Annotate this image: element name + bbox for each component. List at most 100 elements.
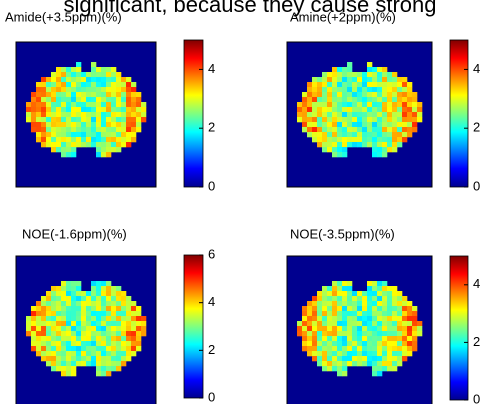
image-pixel	[141, 326, 147, 332]
image-pixel	[111, 112, 117, 118]
image-frame	[286, 255, 433, 404]
image-pixel	[347, 361, 353, 367]
image-pixel	[66, 87, 72, 93]
image-pixel	[121, 77, 127, 83]
image-pixel	[352, 321, 358, 327]
image-pixel	[141, 316, 147, 322]
image-pixel	[76, 336, 82, 342]
image-pixel	[372, 97, 378, 103]
image-pixel	[417, 321, 423, 327]
image-pixel	[332, 87, 338, 93]
image-pixel	[91, 122, 97, 128]
image-pixel	[81, 137, 87, 143]
image-pixel	[377, 361, 383, 367]
image-pixel	[342, 366, 348, 372]
image-pixel	[41, 77, 47, 83]
image-pixel	[332, 132, 338, 138]
image-pixel	[131, 301, 137, 307]
image-pixel	[61, 366, 67, 372]
image-pixel	[322, 142, 328, 148]
image-pixel	[91, 67, 97, 73]
image-pixel	[101, 122, 107, 128]
image-pixel	[106, 152, 112, 158]
image-pixel	[101, 87, 107, 93]
image-pixel	[317, 117, 323, 123]
image-pixel	[36, 102, 42, 108]
image-pixel	[407, 122, 413, 128]
image-pixel	[101, 336, 107, 342]
image-pixel	[392, 346, 398, 352]
image-pixel	[126, 137, 132, 143]
image-pixel	[51, 92, 57, 98]
image-pixel	[61, 361, 67, 367]
image-pixel	[86, 77, 92, 83]
image-pixel	[357, 341, 363, 347]
image-pixel	[412, 117, 418, 123]
image-pixel	[322, 361, 328, 367]
image-pixel	[101, 142, 107, 148]
image-pixel	[31, 311, 37, 317]
image-pixel	[372, 301, 378, 307]
image-pixel	[81, 306, 87, 312]
image-pixel	[106, 366, 112, 372]
image-pixel	[382, 346, 388, 352]
image-pixel	[332, 107, 338, 113]
image-pixel	[362, 351, 368, 357]
image-pixel	[377, 142, 383, 148]
image-pixel	[136, 122, 142, 128]
image-pixel	[347, 62, 353, 68]
image-pixel	[387, 137, 393, 143]
image-pixel	[362, 132, 368, 138]
image-pixel	[116, 77, 122, 83]
image-pixel	[106, 127, 112, 133]
image-pixel	[367, 346, 373, 352]
image-pixel	[106, 87, 112, 93]
image-pixel	[111, 356, 117, 362]
image-pixel	[131, 341, 137, 347]
image-pixel	[352, 97, 358, 103]
image-pixel	[402, 127, 408, 133]
image-pixel	[407, 326, 413, 332]
image-pixel	[337, 97, 343, 103]
image-pixel	[397, 356, 403, 362]
image-pixel	[357, 331, 363, 337]
image-pixel	[116, 366, 122, 372]
image-pixel	[116, 361, 122, 367]
image-pixel	[106, 102, 112, 108]
image-pixel	[126, 306, 132, 312]
image-pixel	[136, 107, 142, 113]
image-pixel	[61, 291, 67, 297]
image-pixel	[131, 321, 137, 327]
image-pixel	[307, 301, 313, 307]
image-pixel	[121, 326, 127, 332]
image-pixel	[141, 107, 147, 113]
image-pixel	[342, 291, 348, 297]
image-pixel	[111, 326, 117, 332]
image-pixel	[302, 341, 308, 347]
image-pixel	[377, 152, 383, 158]
image-pixel	[312, 97, 318, 103]
image-pixel	[136, 92, 142, 98]
image-pixel	[337, 87, 343, 93]
image-pixel	[342, 341, 348, 347]
image-pixel	[342, 346, 348, 352]
image-pixel	[56, 311, 62, 317]
image-pixel	[116, 306, 122, 312]
image-pixel	[101, 291, 107, 297]
image-pixel	[312, 102, 318, 108]
image-pixel	[41, 97, 47, 103]
image-pixel	[76, 127, 82, 133]
image-pixel	[131, 331, 137, 337]
image-pixel	[307, 311, 313, 317]
image-pixel	[36, 311, 42, 317]
image-pixel	[307, 122, 313, 128]
image-pixel	[61, 336, 67, 342]
image-pixel	[322, 336, 328, 342]
image-pixel	[367, 336, 373, 342]
image-pixel	[76, 102, 82, 108]
image-pixel	[332, 361, 338, 367]
image-pixel	[51, 147, 57, 153]
image-pixel	[392, 122, 398, 128]
image-pixel	[36, 87, 42, 93]
image-pixel	[312, 117, 318, 123]
